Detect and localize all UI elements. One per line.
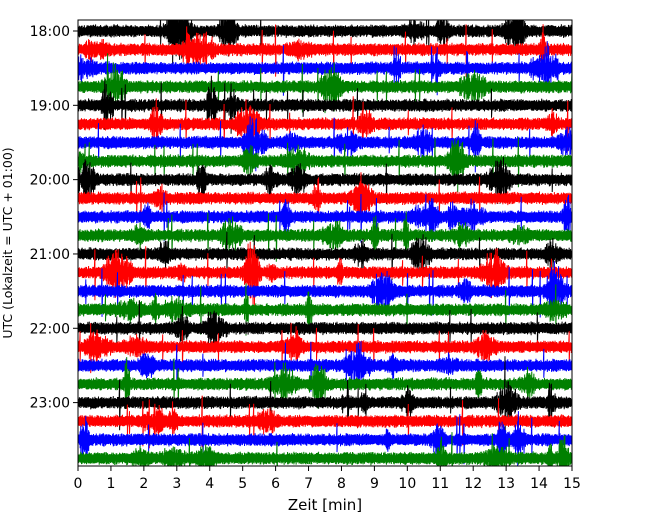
x-tick-label: 15 [563, 476, 581, 492]
seismic-trace [78, 357, 572, 409]
y-tick-label: 20:00 [30, 173, 70, 189]
y-tick-label: 23:00 [30, 396, 70, 412]
seismic-trace [78, 322, 572, 374]
seismic-trace [78, 341, 572, 392]
seismic-trace [78, 116, 572, 173]
y-tick-label: 19:00 [30, 98, 70, 114]
x-tick-label: 2 [139, 476, 148, 492]
seismic-trace [78, 411, 572, 466]
x-tick-label: 5 [238, 476, 247, 492]
x-tick-label: 4 [205, 476, 214, 492]
x-tick-label: 1 [106, 476, 115, 492]
seismic-trace [78, 211, 572, 262]
x-tick-label: 14 [530, 476, 548, 492]
plot-frame [77, 19, 573, 467]
y-axis-label: UTC (Lokalzeit = UTC + 01:00) [0, 147, 15, 338]
seismic-trace [78, 356, 572, 444]
x-tick-label: 12 [464, 476, 482, 492]
x-tick-label: 3 [172, 476, 181, 492]
seismic-trace [78, 241, 572, 307]
seismic-trace [78, 192, 572, 243]
seismic-trace [78, 157, 572, 205]
y-tick-label: 22:00 [30, 321, 70, 337]
seismic-trace [78, 24, 572, 78]
x-tick-label: 10 [398, 476, 416, 492]
y-axis-ticks: 18:00 19:00 20:00 21:00 22:00 23:00 [30, 24, 78, 412]
y-tick-label: 21:00 [30, 247, 70, 263]
x-tick-label: 13 [497, 476, 515, 492]
seismic-trace [78, 261, 572, 318]
seismic-trace [78, 432, 572, 466]
seismic-trace [78, 137, 572, 193]
x-axis-label: Zeit [min] [288, 496, 362, 514]
seismic-trace [78, 75, 572, 134]
x-tick-label: 6 [271, 476, 280, 492]
seismic-trace [78, 41, 572, 96]
seismic-trace [78, 172, 572, 228]
y-tick-label: 18:00 [30, 24, 70, 40]
x-axis-ticks: 0 1 2 3 4 5 6 7 8 9 10 11 12 13 14 15 [74, 466, 581, 492]
trace-group [78, 20, 572, 466]
seismic-trace [78, 53, 572, 121]
x-tick-label: 11 [431, 476, 449, 492]
seismic-trace [78, 20, 572, 68]
seismic-trace [78, 300, 572, 350]
seismic-trace [78, 96, 572, 152]
seismic-trace [78, 283, 572, 336]
x-tick-label: 9 [370, 476, 379, 492]
x-tick-label: 0 [74, 476, 83, 492]
x-tick-label: 7 [304, 476, 313, 492]
x-tick-label: 8 [337, 476, 346, 492]
seismic-trace [78, 395, 572, 449]
